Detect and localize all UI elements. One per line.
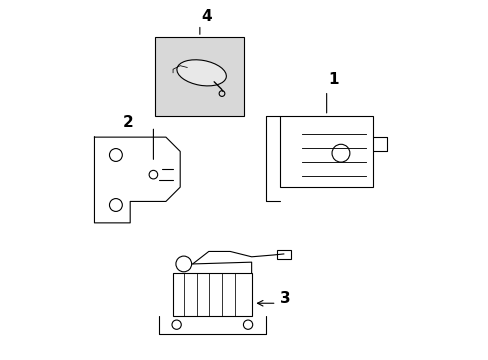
Bar [276, 249, 290, 258]
Text: 1: 1 [328, 72, 338, 87]
Bar [173, 273, 251, 316]
FancyBboxPatch shape [155, 37, 244, 116]
Text: 3: 3 [280, 291, 290, 306]
Bar [280, 116, 372, 187]
Text: 4: 4 [201, 9, 212, 24]
Ellipse shape [177, 60, 226, 86]
Text: 2: 2 [123, 115, 134, 130]
